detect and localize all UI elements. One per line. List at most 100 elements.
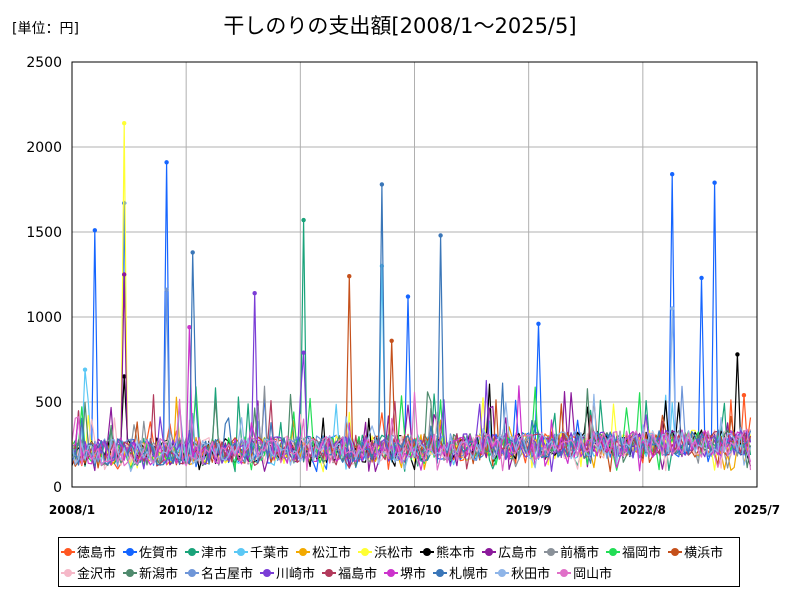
legend-marker-icon xyxy=(668,547,683,557)
peak-point xyxy=(741,393,747,398)
legend-label: 名古屋市 xyxy=(201,567,254,582)
peak-point xyxy=(187,325,192,330)
peak-point xyxy=(699,275,704,281)
peak-point xyxy=(121,200,127,206)
legend-label: 前橋市 xyxy=(560,546,600,561)
x-axis-ticks: 2008/1 2010/12 2013/11 2016/10 2019/9 2022/8 2… xyxy=(49,503,780,517)
legend-item: 横浜市 xyxy=(668,541,723,562)
legend-marker-icon xyxy=(296,547,311,557)
legend-marker-icon xyxy=(123,568,138,578)
x-tick-label: 2010/12 xyxy=(159,503,213,517)
legend-label: 松江市 xyxy=(312,546,352,561)
legend-label: 熊本市 xyxy=(436,546,476,561)
peak-point xyxy=(669,306,675,311)
legend-marker-icon xyxy=(123,547,138,557)
legend-label: 新潟市 xyxy=(139,567,179,582)
peak-point xyxy=(438,233,443,238)
legend-label: 徳島市 xyxy=(77,546,117,561)
legend-marker-icon xyxy=(234,547,249,557)
legend-item: 津市 xyxy=(185,541,227,562)
peak-point xyxy=(164,160,169,165)
legend: 徳島市 佐賀市 津市 千葉市 松江市 浜松市 熊本市 広島市 前橋市 福岡市 横浜市金沢市 新潟市 名古… xyxy=(58,537,740,587)
legend-marker-icon xyxy=(420,547,435,557)
peak-point xyxy=(252,291,257,296)
legend-item: 福岡市 xyxy=(606,541,661,562)
legend-item: 新潟市 xyxy=(123,562,178,583)
legend-label: 横浜市 xyxy=(684,546,724,561)
legend-marker-icon xyxy=(495,568,510,578)
legend-label: 佐賀市 xyxy=(139,546,179,561)
x-tick-label: 2008/1 xyxy=(49,503,95,517)
peak-point xyxy=(536,321,541,326)
peak-point xyxy=(121,121,127,126)
legend-marker-icon xyxy=(606,547,621,557)
peak-point xyxy=(379,182,385,187)
legend-item: 岡山市 xyxy=(557,562,612,583)
series-line xyxy=(71,391,752,472)
x-tick-label: 2022/8 xyxy=(620,503,666,517)
peak-point xyxy=(389,338,394,343)
legend-marker-icon xyxy=(544,547,559,557)
legend-marker-icon xyxy=(433,568,448,578)
legend-item: 札幌市 xyxy=(433,562,488,583)
peak-point xyxy=(121,272,127,277)
legend-item: 福島市 xyxy=(322,562,377,583)
legend-label: 浜松市 xyxy=(374,546,414,561)
legend-item: 徳島市 xyxy=(61,541,116,562)
legend-marker-icon xyxy=(482,547,497,557)
legend-item: 堺市 xyxy=(384,562,426,583)
legend-label: 堺市 xyxy=(400,567,427,582)
legend-marker-icon xyxy=(260,568,275,578)
legend-marker-icon xyxy=(384,568,399,578)
x-tick-label: 2013/11 xyxy=(273,503,327,517)
legend-item: 熊本市 xyxy=(420,541,475,562)
peak-point xyxy=(735,352,740,357)
legend-item: 広島市 xyxy=(482,541,537,562)
line-chart: 0 500 1000 1500 2000 2500 2008/1 2010/12 2013/1… xyxy=(26,55,780,517)
legend-marker-icon xyxy=(358,547,373,557)
peak-point xyxy=(190,250,195,255)
legend-item: 浜松市 xyxy=(358,541,413,562)
unit-label: [単位：円] xyxy=(12,21,79,37)
x-tick-label: 2025/7 xyxy=(734,503,780,517)
legend-label: 札幌市 xyxy=(449,567,489,582)
legend-label: 金沢市 xyxy=(77,567,117,582)
y-tick-label: 500 xyxy=(35,395,62,411)
peak-point xyxy=(405,294,411,299)
legend-item: 前橋市 xyxy=(544,541,599,562)
peak-point xyxy=(347,274,352,279)
x-tick-label: 2019/9 xyxy=(506,503,552,517)
legend-label: 川崎市 xyxy=(276,567,316,582)
legend-item: 佐賀市 xyxy=(123,541,178,562)
peak-point xyxy=(712,180,717,185)
chart-title: 干しのりの支出額[2008/1～2025/5] xyxy=(223,14,577,38)
legend-marker-icon xyxy=(61,568,75,578)
legend-label: 千葉市 xyxy=(250,546,290,561)
y-tick-label: 1000 xyxy=(26,310,62,326)
legend-label: 福島市 xyxy=(338,567,378,582)
peak-point xyxy=(301,217,306,223)
legend-label: 津市 xyxy=(201,546,228,561)
legend-item: 秋田市 xyxy=(495,562,550,583)
peak-point xyxy=(164,287,169,292)
legend-marker-icon xyxy=(185,568,200,578)
legend-label: 広島市 xyxy=(498,546,538,561)
y-axis-ticks: 0 500 1000 1500 2000 2500 xyxy=(26,55,62,496)
legend-marker-icon xyxy=(185,547,200,557)
legend-item: 名古屋市 xyxy=(185,562,253,583)
x-tick-label: 2016/10 xyxy=(387,503,441,517)
legend-item: 千葉市 xyxy=(234,541,289,562)
peak-point xyxy=(92,228,98,233)
legend-marker-icon xyxy=(322,568,337,578)
legend-marker-icon xyxy=(61,547,75,557)
peak-point xyxy=(121,374,127,379)
y-tick-label: 2000 xyxy=(26,140,62,156)
series-lines xyxy=(71,121,752,473)
legend-label: 岡山市 xyxy=(573,567,613,582)
legend-label: 福岡市 xyxy=(622,546,662,561)
peak-point xyxy=(82,367,88,372)
peak-point xyxy=(669,172,675,177)
y-tick-label: 1500 xyxy=(26,225,62,241)
y-tick-label: 0 xyxy=(53,480,62,496)
legend-marker-icon xyxy=(557,568,572,578)
